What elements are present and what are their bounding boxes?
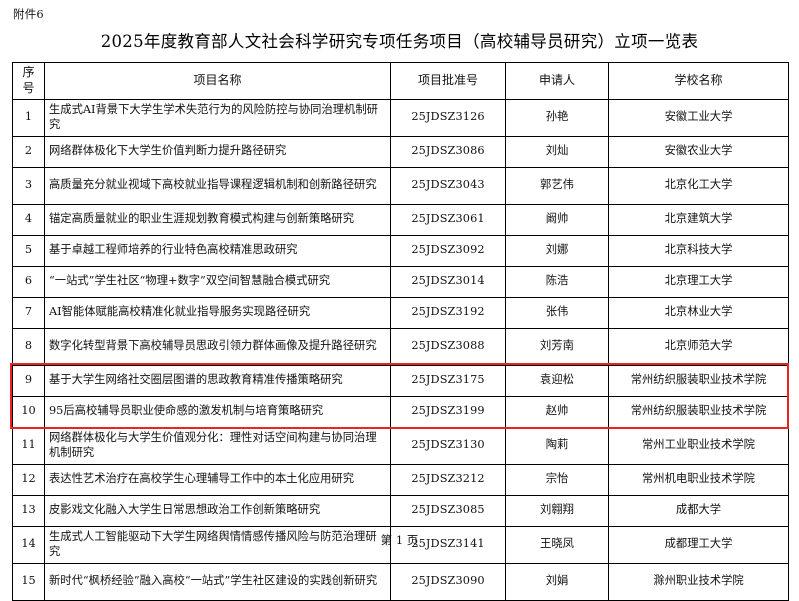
cell-school: 北京林业大学 xyxy=(608,296,789,329)
cell-project-name: 生成式AI背景下大学生学术失范行为的风险防控与协同治理机制研究 xyxy=(44,98,391,137)
cell-project-name: AI智能体赋能高校精准化就业指导服务实现路径研究 xyxy=(44,296,391,329)
cell-seq: 11 xyxy=(12,426,45,465)
cell-approval-no: 25JDSZ3043 xyxy=(390,166,506,205)
cell-approval-no: 25JDSZ3192 xyxy=(390,296,506,329)
table-row: 6 “一站式”学生社区“物理+数字”双空间智慧融合模式研究 25JDSZ3014 陈浩… xyxy=(12,265,789,298)
table-row: 9 基于大学生网络社交圈层图谱的思政教育精准传播策略研究 25JDSZ3175 袁迎松… xyxy=(12,364,789,397)
cell-seq: 6 xyxy=(12,265,45,298)
cell-seq: 4 xyxy=(12,203,45,236)
column-header-seq: 序号 xyxy=(12,62,45,100)
cell-school: 常州纺织服装职业技术学院 xyxy=(608,364,789,397)
project-table-container: 序号 项目名称 项目批准号 申请人 学校名称 1 生成式AI背景下大学生学术失范行… xyxy=(12,62,789,601)
cell-approval-no: 25JDSZ3088 xyxy=(390,327,506,366)
page-number-footer: 第 1 页 xyxy=(380,533,419,547)
cell-approval-no: 25JDSZ3126 xyxy=(390,98,506,137)
cell-seq: 15 xyxy=(12,562,45,601)
cell-seq: 5 xyxy=(12,234,45,267)
table-row: 11 网络群体极化与大学生价值观分化：理性对话空间构建与协同治理机制研究 25JDS… xyxy=(12,426,789,465)
cell-applicant: 刘娟 xyxy=(505,562,609,601)
cell-school: 常州机电职业技术学院 xyxy=(608,463,789,496)
table-row: 3 高质量充分就业视域下高校就业指导课程逻辑机制和创新路径研究 25JDSZ3043… xyxy=(12,166,789,205)
cell-applicant: 刘芳南 xyxy=(505,327,609,366)
cell-applicant: 孙艳 xyxy=(505,98,609,137)
column-header-approval-no: 项目批准号 xyxy=(390,62,506,100)
cell-school: 北京建筑大学 xyxy=(608,203,789,236)
cell-seq: 1 xyxy=(12,98,45,137)
attachment-label: 附件6 xyxy=(13,7,44,21)
cell-seq: 10 xyxy=(12,395,45,428)
cell-school: 北京化工大学 xyxy=(608,166,789,205)
cell-applicant: 刘灿 xyxy=(505,135,609,168)
page-title: 2025年度教育部人文社会科学研究专项任务项目（高校辅导员研究）立项一览表 xyxy=(100,32,699,51)
cell-project-name: 网络群体极化下大学生价值判断力提升路径研究 xyxy=(44,135,391,168)
cell-approval-no: 25JDSZ3092 xyxy=(390,234,506,267)
cell-approval-no: 25JDSZ3175 xyxy=(390,364,506,397)
cell-seq: 2 xyxy=(12,135,45,168)
cell-project-name: 基于大学生网络社交圈层图谱的思政教育精准传播策略研究 xyxy=(44,364,391,397)
cell-school: 北京科技大学 xyxy=(608,234,789,267)
cell-applicant: 赵帅 xyxy=(505,395,609,428)
cell-project-name: 表达性艺术治疗在高校学生心理辅导工作中的本土化应用研究 xyxy=(44,463,391,496)
cell-approval-no: 25JDSZ3061 xyxy=(390,203,506,236)
cell-project-name: 95后高校辅导员职业使命感的激发机制与培育策略研究 xyxy=(44,395,391,428)
table-row: 1 生成式AI背景下大学生学术失范行为的风险防控与协同治理机制研究 25JDSZ31… xyxy=(12,98,789,137)
table-header: 序号 项目名称 项目批准号 申请人 学校名称 xyxy=(12,62,789,100)
cell-project-name: 网络群体极化与大学生价值观分化：理性对话空间构建与协同治理机制研究 xyxy=(44,426,391,465)
cell-seq: 12 xyxy=(12,463,45,496)
cell-approval-no: 25JDSZ3086 xyxy=(390,135,506,168)
cell-school: 北京师范大学 xyxy=(608,327,789,366)
cell-seq: 3 xyxy=(12,166,45,205)
table-row: 12 表达性艺术治疗在高校学生心理辅导工作中的本土化应用研究 25JDSZ3212 宗… xyxy=(12,463,789,496)
table-row: 13 皮影戏文化融入大学生日常思想政治工作创新策略研究 25JDSZ3085 刘翱翔成… xyxy=(12,494,789,527)
table-row: 8 数字化转型背景下高校辅导员思政引领力群体画像及提升路径研究 25JDSZ3088… xyxy=(12,327,789,366)
cell-applicant: 陶莉 xyxy=(505,426,609,465)
cell-approval-no: 25JDSZ3085 xyxy=(390,494,506,527)
cell-approval-no: 25JDSZ3130 xyxy=(390,426,506,465)
table-header-row: 序号 项目名称 项目批准号 申请人 学校名称 xyxy=(12,62,789,100)
table-row: 5 基于卓越工程师培养的行业特色高校精准思政研究 25JDSZ3092 刘娜 北京科技大… xyxy=(12,234,789,267)
table-body: 1 生成式AI背景下大学生学术失范行为的风险防控与协同治理机制研究 25JDSZ31… xyxy=(12,98,789,601)
cell-applicant: 刘翱翔 xyxy=(505,494,609,527)
cell-project-name: 皮影戏文化融入大学生日常思想政治工作创新策略研究 xyxy=(44,494,391,527)
cell-applicant: 阚帅 xyxy=(505,203,609,236)
cell-applicant: 宗怡 xyxy=(505,463,609,496)
cell-approval-no: 25JDSZ3014 xyxy=(390,265,506,298)
cell-project-name: 锚定高质量就业的职业生涯规划教育模式构建与创新策略研究 xyxy=(44,203,391,236)
table-row: 7 AI智能体赋能高校精准化就业指导服务实现路径研究 25JDSZ3192 张伟 北京林… xyxy=(12,296,789,329)
cell-school: 安徽农业大学 xyxy=(608,135,789,168)
cell-applicant: 张伟 xyxy=(505,296,609,329)
cell-school: 滁州职业技术学院 xyxy=(608,562,789,601)
cell-applicant: 郭艺伟 xyxy=(505,166,609,205)
cell-applicant: 袁迎松 xyxy=(505,364,609,397)
column-header-name: 项目名称 xyxy=(44,62,391,100)
cell-school: 常州工业职业技术学院 xyxy=(608,426,789,465)
cell-seq: 7 xyxy=(12,296,45,329)
table-row: 4 锚定高质量就业的职业生涯规划教育模式构建与创新策略研究 25JDSZ3061 阚帅… xyxy=(12,203,789,236)
cell-approval-no: 25JDSZ3090 xyxy=(390,562,506,601)
cell-project-name: 高质量充分就业视域下高校就业指导课程逻辑机制和创新路径研究 xyxy=(44,166,391,205)
cell-applicant: 刘娜 xyxy=(505,234,609,267)
project-list-table: 序号 项目名称 项目批准号 申请人 学校名称 1 生成式AI背景下大学生学术失范行… xyxy=(12,62,789,601)
table-row: 2 网络群体极化下大学生价值判断力提升路径研究 25JDSZ3086 刘灿 安徽农业大学 xyxy=(12,135,789,168)
cell-school: 常州纺织服装职业技术学院 xyxy=(608,395,789,428)
cell-school: 北京理工大学 xyxy=(608,265,789,298)
table-row: 15 新时代“枫桥经验”融入高校“一站式”学生社区建设的实践创新研究 25JDSZ3… xyxy=(12,562,789,601)
cell-approval-no: 25JDSZ3212 xyxy=(390,463,506,496)
cell-project-name: 新时代“枫桥经验”融入高校“一站式”学生社区建设的实践创新研究 xyxy=(44,562,391,601)
document-page: 附件6 2025年度教育部人文社会科学研究专项任务项目（高校辅导员研究）立项一览… xyxy=(10,7,789,601)
cell-applicant: 陈浩 xyxy=(505,265,609,298)
cell-project-name: 数字化转型背景下高校辅导员思政引领力群体画像及提升路径研究 xyxy=(44,327,391,366)
cell-project-name: “一站式”学生社区“物理+数字”双空间智慧融合模式研究 xyxy=(44,265,391,298)
cell-seq: 13 xyxy=(12,494,45,527)
cell-school: 成都大学 xyxy=(608,494,789,527)
cell-approval-no: 25JDSZ3199 xyxy=(390,395,506,428)
column-header-school: 学校名称 xyxy=(608,62,789,100)
column-header-applicant: 申请人 xyxy=(505,62,609,100)
cell-seq: 8 xyxy=(12,327,45,366)
cell-project-name: 基于卓越工程师培养的行业特色高校精准思政研究 xyxy=(44,234,391,267)
cell-school: 安徽工业大学 xyxy=(608,98,789,137)
table-row: 10 95后高校辅导员职业使命感的激发机制与培育策略研究 25JDSZ3199 赵帅常… xyxy=(12,395,789,428)
cell-seq: 9 xyxy=(12,364,45,397)
